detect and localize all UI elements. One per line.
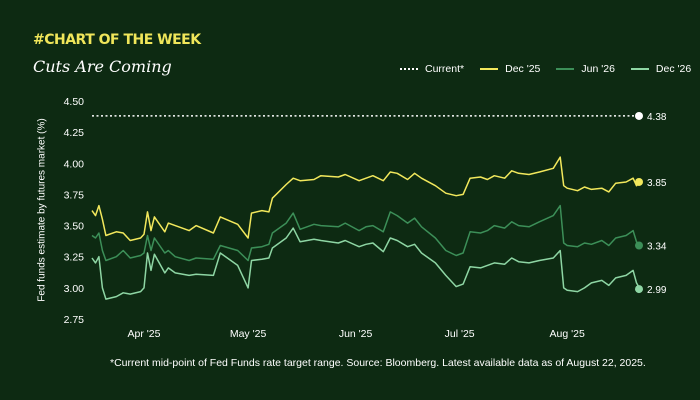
legend-swatch-current	[400, 68, 418, 70]
legend-label-dec26: Dec '26	[655, 63, 692, 75]
x-tick-label-1: May '25	[230, 328, 267, 340]
legend-item-jun26: Jun '26	[556, 63, 615, 75]
x-tick-label-2: Jun '25	[339, 328, 373, 340]
chart-tag: #CHART OF THE WEEK	[33, 32, 201, 48]
y-tick-label-5: 3.25	[64, 252, 85, 264]
series-end-dot-jun26	[635, 241, 643, 250]
legend-swatch-jun26	[556, 68, 575, 70]
series-end-dot-dec25	[635, 177, 643, 186]
y-tick-label-0: 4.50	[64, 96, 85, 108]
legend-label-dec25: Dec '25	[505, 63, 541, 75]
chart-subtitle: Cuts Are Coming	[33, 57, 172, 76]
series-line-dec26	[91, 227, 641, 300]
legend-label-jun26: Jun '26	[581, 63, 615, 75]
y-tick-label-2: 4.00	[64, 158, 85, 170]
y-tick-label-4: 3.50	[64, 221, 85, 233]
legend-item-current: Current*	[400, 63, 464, 75]
y-tick-label-6: 3.00	[64, 283, 85, 295]
x-tick-label-4: Aug '25	[550, 328, 585, 340]
legend-swatch-dec25	[480, 68, 499, 70]
y-tick-label-1: 4.25	[64, 127, 85, 139]
legend-item-dec26: Dec '26	[630, 63, 692, 75]
series-end-dot-current	[635, 111, 643, 120]
x-tick-label-0: Apr '25	[128, 328, 161, 340]
series-end-dot-dec26	[635, 285, 643, 294]
legend-item-dec25: Dec '25	[480, 63, 540, 75]
legend-swatch-dec26	[630, 68, 649, 70]
series-line-dec25	[91, 156, 641, 242]
y-tick-label-7: 2.75	[64, 314, 85, 326]
x-tick-label-3: Jul '25	[445, 328, 475, 340]
y-tick-label-3: 3.75	[64, 189, 85, 201]
legend-label-current: Current*	[425, 63, 465, 75]
chart-legend: Current* Dec '25 Jun '26 Dec '26	[400, 63, 691, 75]
series-end-label-current: 4.38	[647, 112, 667, 123]
series-end-label-jun26: 3.34	[647, 242, 667, 253]
footnote: *Current mid-point of Fed Funds rate tar…	[110, 357, 646, 369]
series-end-label-dec25: 3.85	[647, 178, 667, 189]
series-line-jun26	[91, 204, 641, 262]
series-end-label-dec26: 2.99	[647, 285, 667, 296]
